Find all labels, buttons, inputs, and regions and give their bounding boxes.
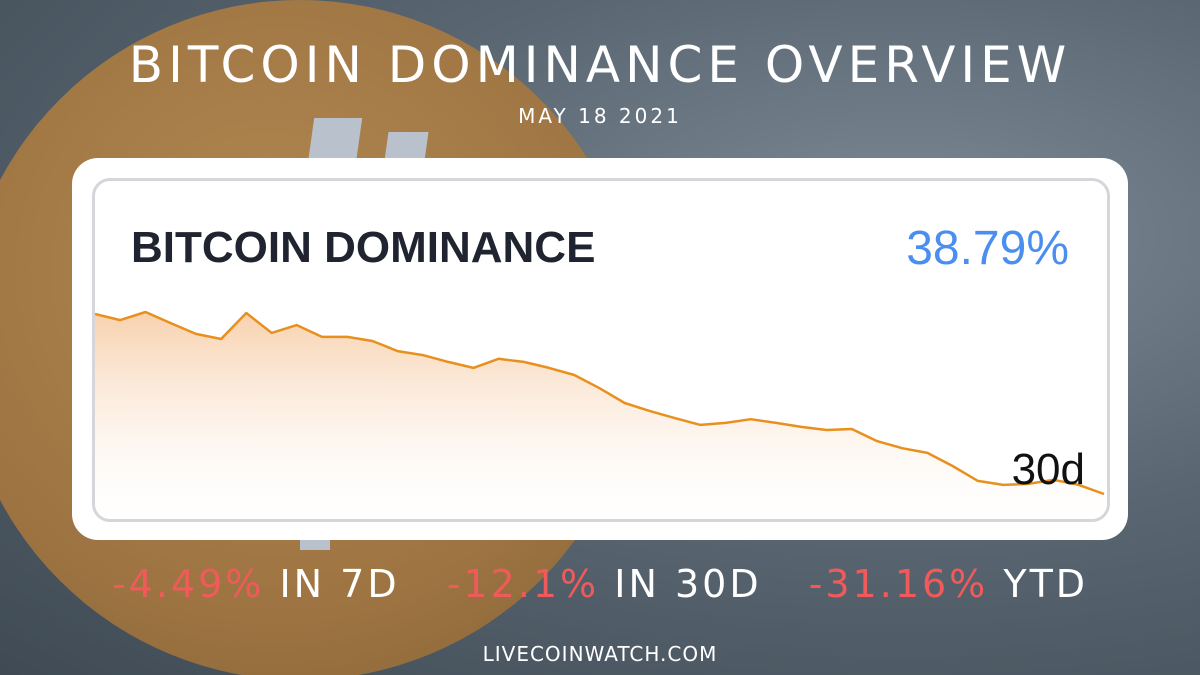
stat: -12.1% IN 30D <box>447 562 762 606</box>
stat: -31.16% YTD <box>809 562 1088 606</box>
stat-change: -4.49% <box>111 562 265 606</box>
stat-change: -12.1% <box>446 562 600 606</box>
stat-change: -31.16% <box>808 562 989 606</box>
title: BITCOIN DOMINANCE OVERVIEW <box>128 36 1072 94</box>
period-label: 30d <box>1011 445 1085 494</box>
area <box>95 312 1104 519</box>
line <box>95 310 1105 496</box>
subtitle: MAY 18 2021 <box>518 104 682 128</box>
stat-label: IN 7D <box>279 562 400 606</box>
stat: -4.49% IN 7D <box>112 562 400 606</box>
card-value: 38.79% <box>906 222 1069 275</box>
stat-label: YTD <box>1003 562 1089 606</box>
chart <box>95 310 1105 519</box>
card-title: BITCOIN DOMINANCE <box>131 223 596 272</box>
footer: LIVECOINWATCH.COM <box>482 642 718 666</box>
card-inner: BITCOIN DOMINANCE 38.79% 30d <box>92 178 1110 522</box>
card: BITCOIN DOMINANCE 38.79% 30d <box>72 158 1128 540</box>
stats: -4.49% IN 7D -12.1% IN 30D -31.16% YTD <box>0 562 1200 606</box>
stat-label: IN 30D <box>614 562 762 606</box>
